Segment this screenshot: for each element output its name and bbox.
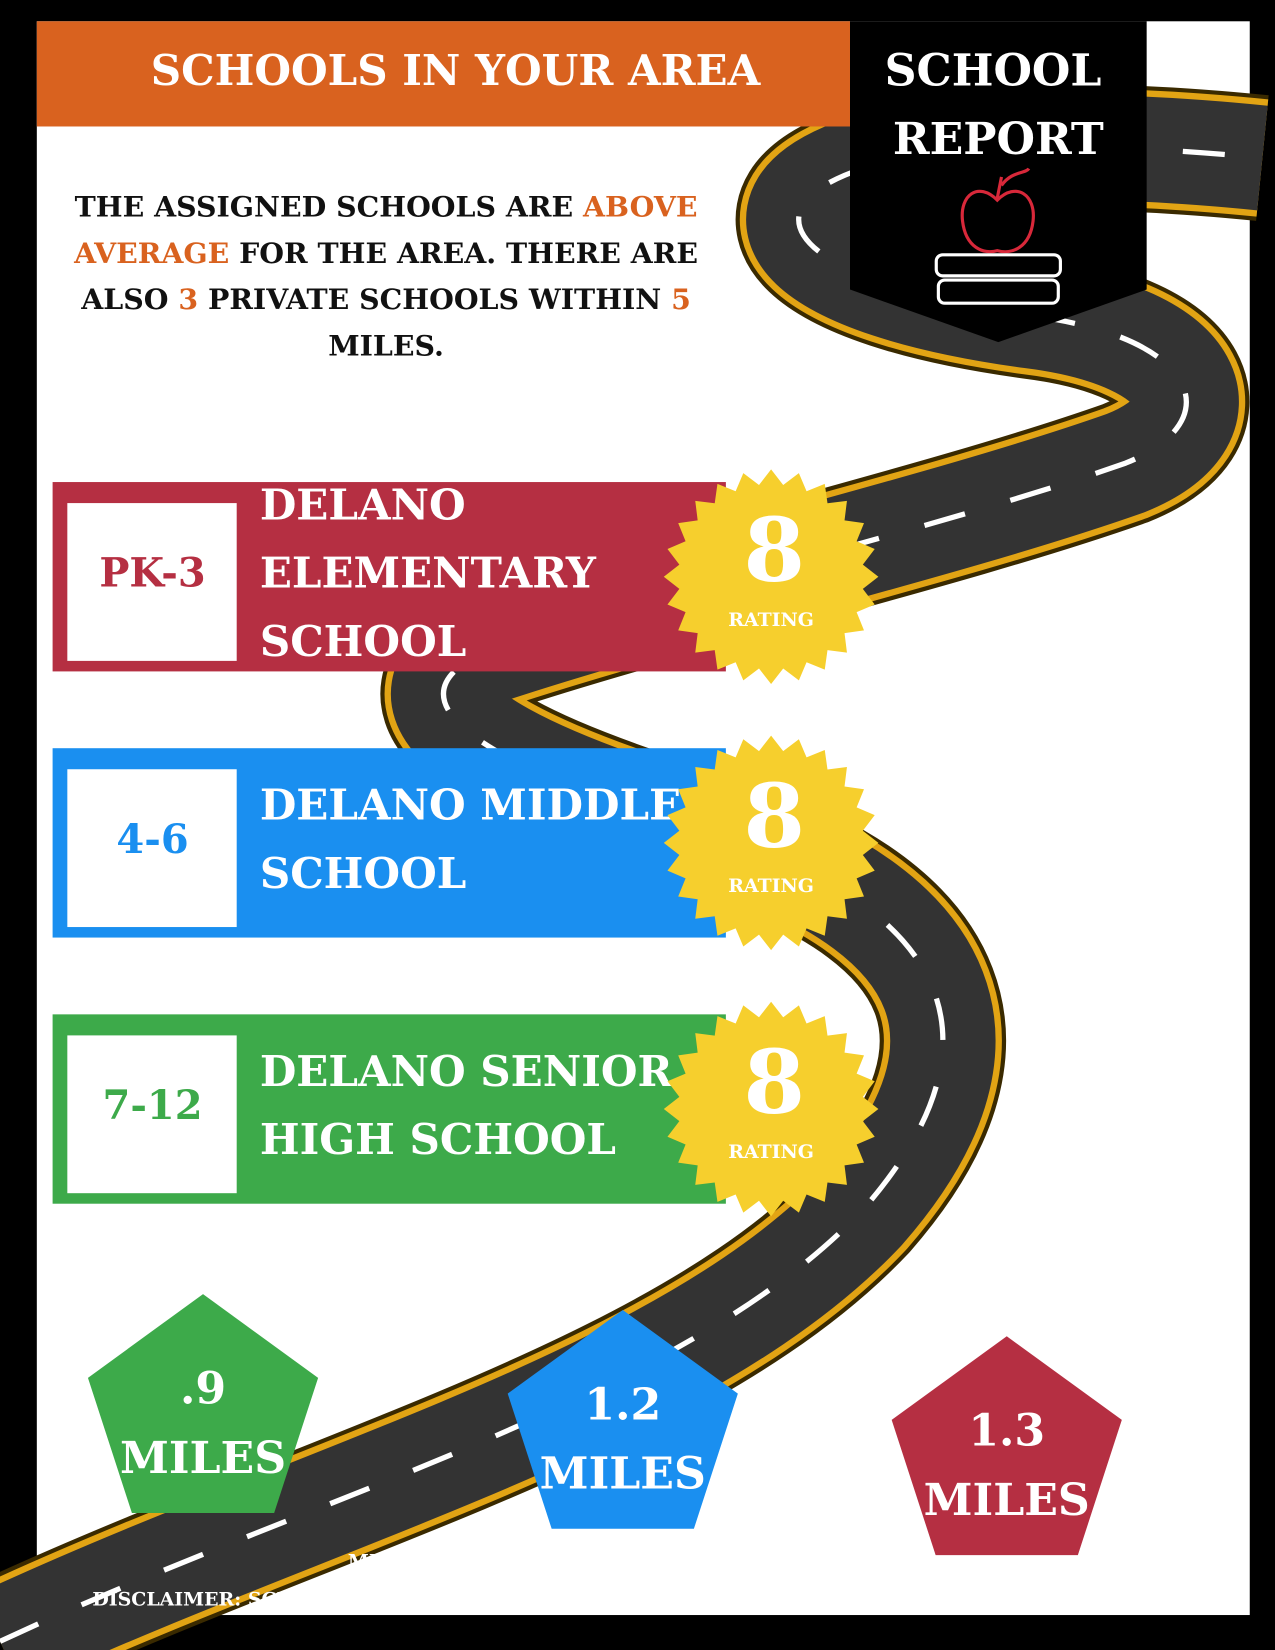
intro-segment: 3 (178, 282, 198, 316)
school-name: ELEMENTARY (260, 548, 597, 598)
rating-label: RATING (728, 1141, 814, 1163)
school-name: SCHOOL (260, 848, 466, 898)
grade-range: 7-12 (103, 1082, 203, 1129)
school-name: DELANO SENIOR (260, 1046, 674, 1096)
distance-value: 1.2 (584, 1379, 661, 1430)
distance-unit: MILES (540, 1449, 706, 1500)
rating-label: RATING (728, 609, 814, 631)
rating-value: 8 (744, 764, 805, 868)
rating-label: RATING (728, 875, 814, 897)
grade-box (67, 503, 237, 661)
school-name: HIGH SCHOOL (260, 1114, 616, 1164)
grade-box (67, 1035, 237, 1194)
footer-note: MILES TO SCHOOL IS FROM THE CENTER OF TO… (348, 1550, 921, 1572)
intro-segment: PRIVATE SCHOOLS WITHIN (198, 282, 671, 316)
report-badge (850, 21, 1147, 343)
footer-disclaimer: DISCLAIMER: SCHOOL DATA IS PROVIDED BY G… (92, 1588, 1182, 1610)
distance-pentagon (507, 1309, 738, 1529)
distance-list: .9 MILES 1.2 MILES 1.3 MILES (87, 1294, 1122, 1556)
rating-value: 8 (744, 498, 805, 602)
school-name: SCHOOL (260, 616, 466, 666)
distance-value: 1.3 (968, 1406, 1045, 1457)
intro-segment: THE ASSIGNED SCHOOLS ARE (75, 189, 583, 223)
road-lane (0, 144, 1263, 1644)
intro-segment: ABOVE (582, 189, 697, 223)
grade-range: 4-6 (116, 816, 188, 863)
distance-unit: MILES (924, 1475, 1090, 1526)
distance-pentagon (87, 1294, 319, 1513)
rating-badge (663, 469, 879, 685)
header-bar (36, 21, 850, 127)
intro-text: THE ASSIGNED SCHOOLS ARE ABOVE AVERAGE FO… (73, 189, 698, 362)
grade-box (67, 769, 237, 928)
intro-segment: 5 (671, 282, 691, 316)
grade-range: PK-3 (99, 550, 205, 597)
intro-segment: MILES. (328, 328, 444, 362)
distance-unit: MILES (120, 1433, 286, 1484)
distance-pentagon (891, 1336, 1122, 1556)
rating-badge (663, 735, 879, 951)
rating-badge (663, 1001, 879, 1217)
school-list: PK-3 DELANO ELEMENTARY SCHOOL 8 RATING 4-6 DELA… (52, 469, 879, 1217)
header-title: SCHOOLS IN YOUR AREA (151, 45, 762, 95)
intro-segment: FOR THE AREA. THERE ARE (229, 235, 698, 269)
school-name: DELANO MIDDLE (260, 780, 681, 830)
badge-line: SCHOOL (885, 45, 1102, 96)
badge-line: REPORT (893, 114, 1104, 165)
rating-value: 8 (744, 1030, 805, 1134)
intro-segment: AVERAGE (73, 235, 229, 269)
school-name: DELANO (260, 479, 466, 529)
apple-books-icon (934, 167, 1062, 305)
distance-value: .9 (180, 1364, 226, 1415)
intro-segment: ALSO (80, 282, 178, 316)
